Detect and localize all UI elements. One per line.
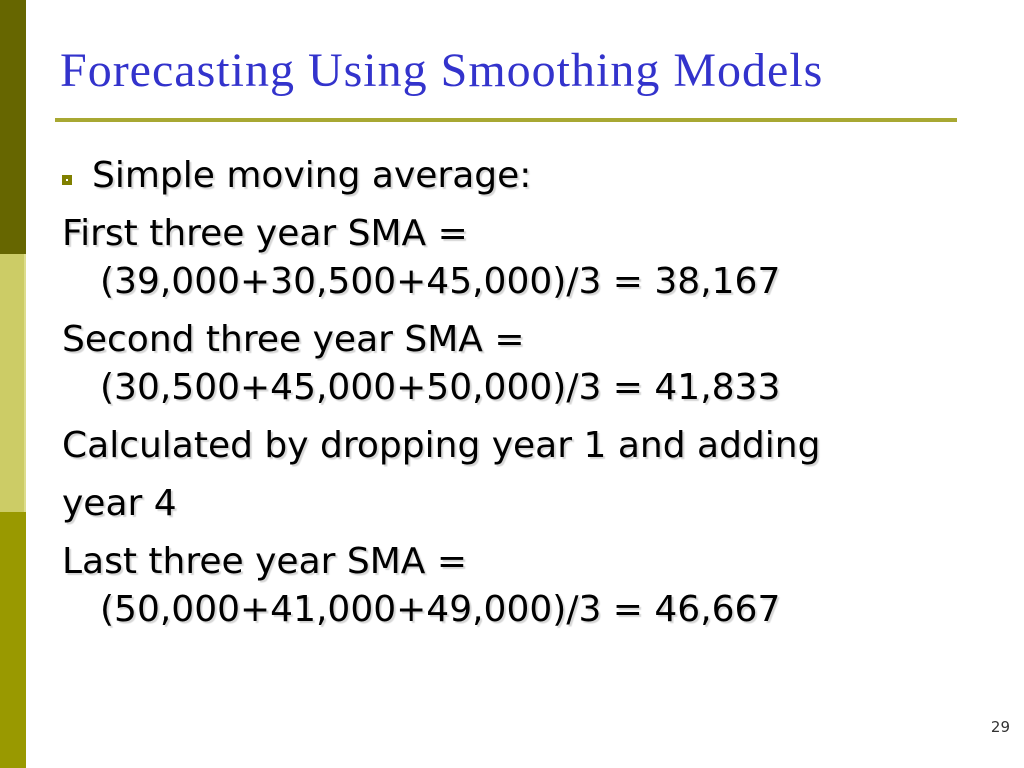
paragraph-last-sma: Last three year SMA = (50,000+41,000+49,… (62, 538, 992, 634)
paragraph-line: Calculated by dropping year 1 and adding (62, 425, 821, 466)
sidebar-segment-light (0, 254, 26, 512)
slide-body: Simple moving average: First three year … (62, 152, 992, 644)
sidebar-segment-medium (0, 512, 26, 768)
paragraph-line: Second three year SMA = (62, 319, 525, 360)
bullet-square-icon (62, 175, 72, 185)
paragraph-line: First three year SMA = (62, 213, 468, 254)
sidebar-accent-bar (0, 0, 26, 768)
sidebar-segment-dark (0, 0, 26, 254)
page-number: 29 (990, 718, 1010, 736)
paragraph-line: (50,000+41,000+49,000)/3 = 46,667 (100, 589, 781, 630)
paragraph-second-sma: Second three year SMA = (30,500+45,000+5… (62, 316, 992, 412)
paragraph-line: Last three year SMA = (62, 541, 468, 582)
bullet-item-text: Simple moving average: (92, 155, 532, 196)
slide-title: Forecasting Using Smoothing Models (60, 44, 824, 97)
bullet-item: Simple moving average: (62, 152, 992, 200)
paragraph-line: year 4 (62, 483, 177, 524)
paragraph-year4: year 4 (62, 480, 992, 528)
title-underline (55, 118, 957, 122)
paragraph-calculated: Calculated by dropping year 1 and adding (62, 422, 992, 470)
paragraph-first-sma: First three year SMA = (39,000+30,500+45… (62, 210, 992, 306)
paragraph-line: (30,500+45,000+50,000)/3 = 41,833 (100, 367, 781, 408)
paragraph-line: (39,000+30,500+45,000)/3 = 38,167 (100, 261, 781, 302)
